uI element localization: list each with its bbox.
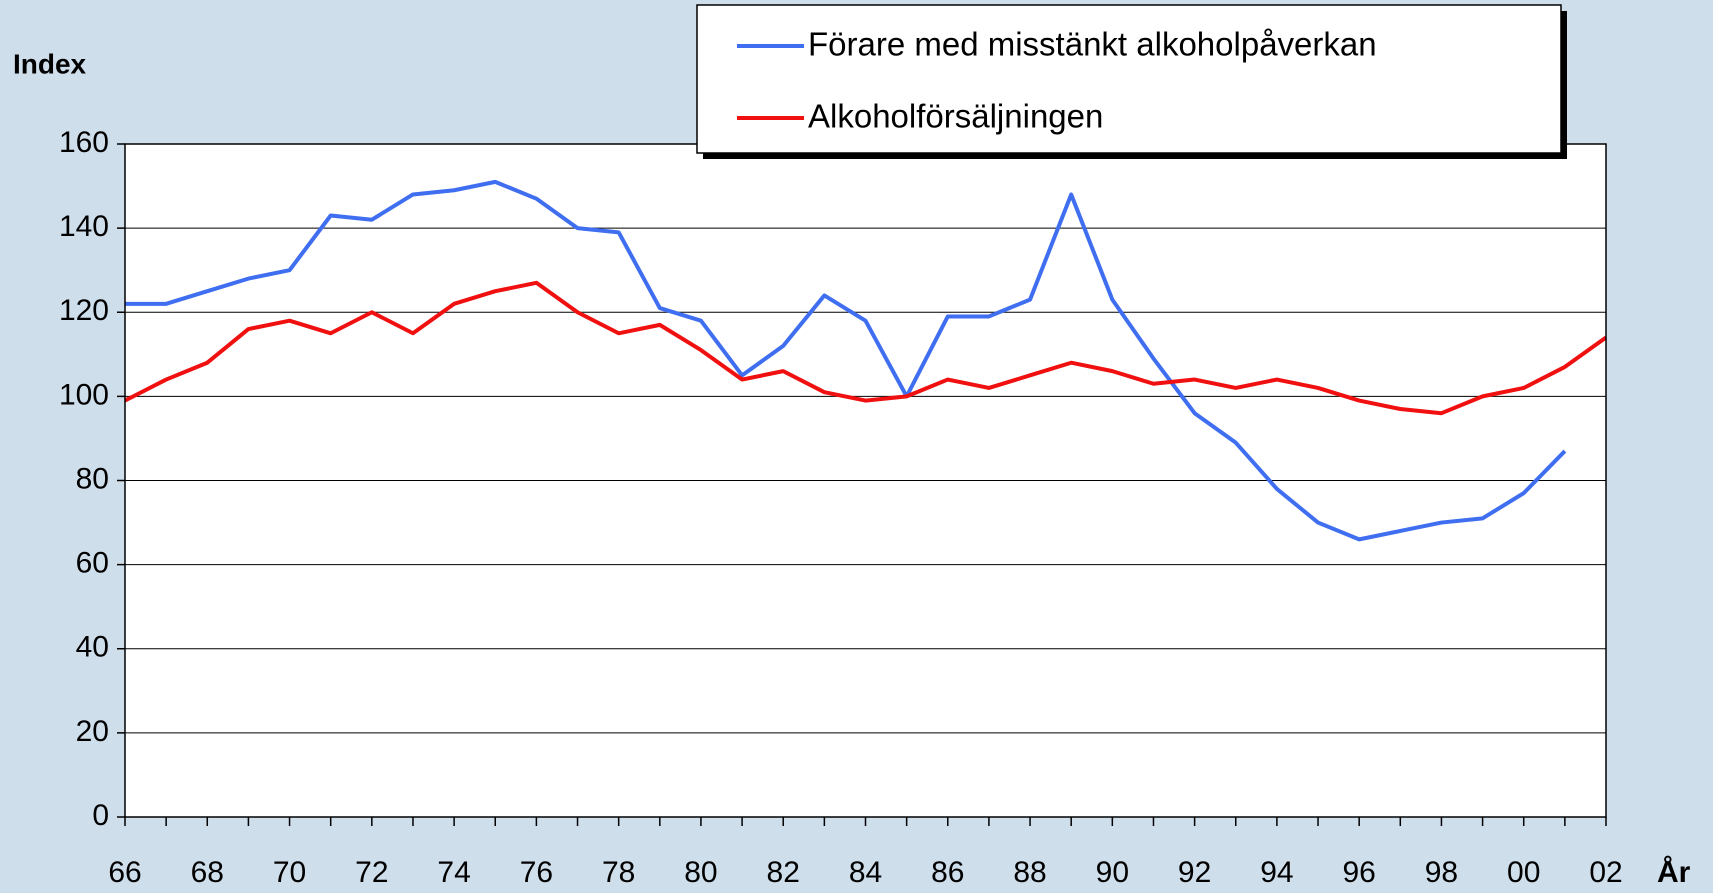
x-tick-label: 02 bbox=[1589, 856, 1622, 889]
x-tick-label: 92 bbox=[1178, 856, 1211, 889]
x-tick-label: 82 bbox=[767, 856, 800, 889]
x-tick-label: 80 bbox=[684, 856, 717, 889]
legend-label: Alkoholförsäljningen bbox=[808, 98, 1103, 135]
x-tick-label: 84 bbox=[849, 856, 882, 889]
x-tick-label: 72 bbox=[355, 856, 388, 889]
y-tick-label: 140 bbox=[59, 210, 109, 243]
series-line bbox=[125, 179, 1567, 542]
y-tick-label: 60 bbox=[76, 547, 109, 580]
x-tick-label: 90 bbox=[1096, 856, 1129, 889]
x-tick-label: 78 bbox=[602, 856, 635, 889]
series-line bbox=[124, 280, 1608, 416]
x-tick-label: 66 bbox=[108, 856, 141, 889]
legend-box bbox=[696, 4, 1562, 154]
x-tick-label: 76 bbox=[520, 856, 553, 889]
x-tick-label: 86 bbox=[931, 856, 964, 889]
y-tick-label: 40 bbox=[76, 631, 109, 664]
x-axis-label: År bbox=[1657, 856, 1691, 889]
lines bbox=[124, 179, 1608, 542]
y-tick-label: 0 bbox=[92, 799, 109, 832]
x-tick-label: 74 bbox=[437, 856, 470, 889]
x-tick-label: 96 bbox=[1342, 856, 1375, 889]
y-tick-label: 160 bbox=[59, 126, 109, 159]
y-tick-label: 80 bbox=[76, 462, 109, 495]
y-tick-label: 120 bbox=[59, 294, 109, 327]
legend: Förare med misstänkt alkoholpåverkan Alko… bbox=[696, 4, 1567, 159]
x-tick-label: 88 bbox=[1013, 856, 1046, 889]
x-tick-label: 94 bbox=[1260, 856, 1293, 889]
x-tick-label: 68 bbox=[191, 856, 224, 889]
x-tick-label: 70 bbox=[273, 856, 306, 889]
x-tick-label: 98 bbox=[1425, 856, 1458, 889]
y-tick-label: 100 bbox=[59, 378, 109, 411]
legend-label: Förare med misstänkt alkoholpåverkan bbox=[808, 26, 1377, 63]
y-axis-label: Index bbox=[13, 48, 87, 79]
y-tick-label: 20 bbox=[76, 715, 109, 748]
x-tick-label: 00 bbox=[1507, 856, 1540, 889]
